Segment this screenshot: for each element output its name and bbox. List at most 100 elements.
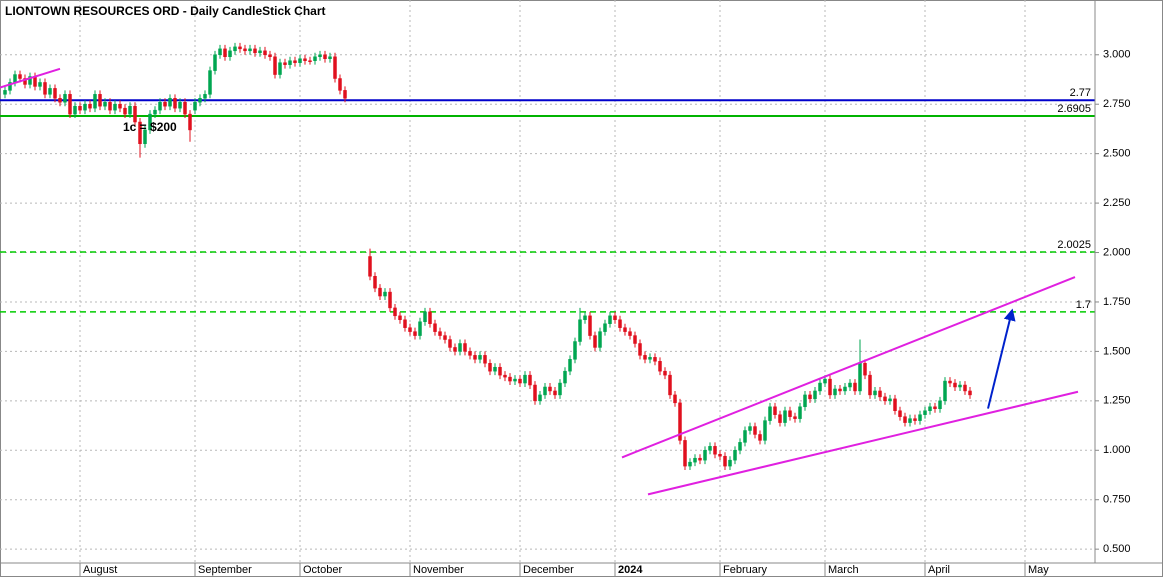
candle-body [963,384,967,392]
candle-body [608,315,612,324]
candle-body [563,370,567,384]
y-tick-label: 2.500 [1103,148,1131,160]
candle-body [533,384,537,402]
candle-body [958,384,962,388]
candle-body [838,388,842,392]
candle-body [738,442,742,451]
candle-body [598,331,602,348]
candle-body [778,414,782,423]
candle-body [933,406,937,410]
candle-body [908,418,912,423]
candle-body [698,457,702,461]
candle-body [48,88,52,95]
trend-line [621,276,1076,459]
candle-body [233,46,237,52]
y-tick-label: 0.500 [1103,543,1131,555]
y-tick-label: 1.500 [1103,345,1131,357]
candle-body [913,418,917,421]
candle-body [523,374,527,384]
candle-body [253,48,257,54]
candle-body [413,331,417,336]
candle-body [863,363,867,376]
level-label: 2.77 [1070,87,1091,99]
candle-body [713,446,717,455]
x-tick-label: February [723,564,768,576]
candle-body [298,58,302,63]
chart-title: LIONTOWN RESOURCES ORD - Daily CandleSti… [5,4,326,18]
candle-body [453,347,457,352]
arrow [987,308,1016,409]
candle-body [488,363,492,372]
x-tick-label: September [198,564,252,576]
candle-body [378,287,382,297]
y-tick-label: 2.000 [1103,246,1131,258]
candle-body [218,48,222,56]
y-tick-label: 1.750 [1103,296,1131,308]
candle-body [398,315,402,321]
candle-body [743,430,747,443]
x-tick-label: October [303,564,342,576]
candle-body [418,321,422,336]
candle-body [848,382,852,388]
candle-body [513,378,517,382]
candle-body [543,386,547,396]
candle-body [683,440,687,467]
candle-body [303,58,307,61]
candle-body [968,390,972,396]
candle-body [258,50,262,54]
candle-body [373,276,377,289]
candle-body [118,103,122,109]
candle-body [393,307,397,317]
candle-body [438,331,442,336]
candle-body [468,351,472,356]
candle-body [658,361,662,372]
candle-body [508,376,512,382]
candle-body [138,121,142,145]
candle-body [338,78,342,91]
candle-body [588,315,592,336]
candle-body [878,390,882,398]
level-label: 2.0025 [1057,239,1091,251]
candle-body [73,105,77,115]
candle-body [868,374,872,396]
candle-body [18,74,22,79]
candle-body [953,382,957,388]
candle-body [888,398,892,402]
candle-body [83,103,87,111]
candle-body [618,319,622,328]
candle-body [748,426,752,431]
candle-body [283,62,287,65]
candle-body [433,323,437,332]
candle-body [173,98,177,109]
candle-body [798,406,802,419]
candle-body [153,109,157,115]
x-tick-label: April [928,564,950,576]
x-tick-label: December [523,564,574,576]
candle-body [568,359,572,372]
candle-body [883,396,887,402]
candle-body [898,410,902,417]
candle-body [278,62,282,75]
candle-body [643,355,647,360]
candle-body [243,48,247,52]
candle-body [8,82,12,91]
candle-body [918,414,922,421]
candle-body [788,410,792,417]
candle-body [833,388,837,396]
candle-body [53,88,57,99]
candle-body [428,311,432,324]
candle-body [668,374,672,396]
candle-body [43,82,47,95]
candle-body [208,70,212,95]
candle-body [573,341,577,360]
candle-body [473,355,477,360]
candle-body [813,390,817,400]
candle-body [223,48,227,58]
candle-body [758,434,762,441]
x-tick-label: November [413,564,464,576]
candle-body [128,105,132,115]
candle-body [858,363,862,392]
candle-body [293,60,297,63]
candle-body [733,450,737,461]
